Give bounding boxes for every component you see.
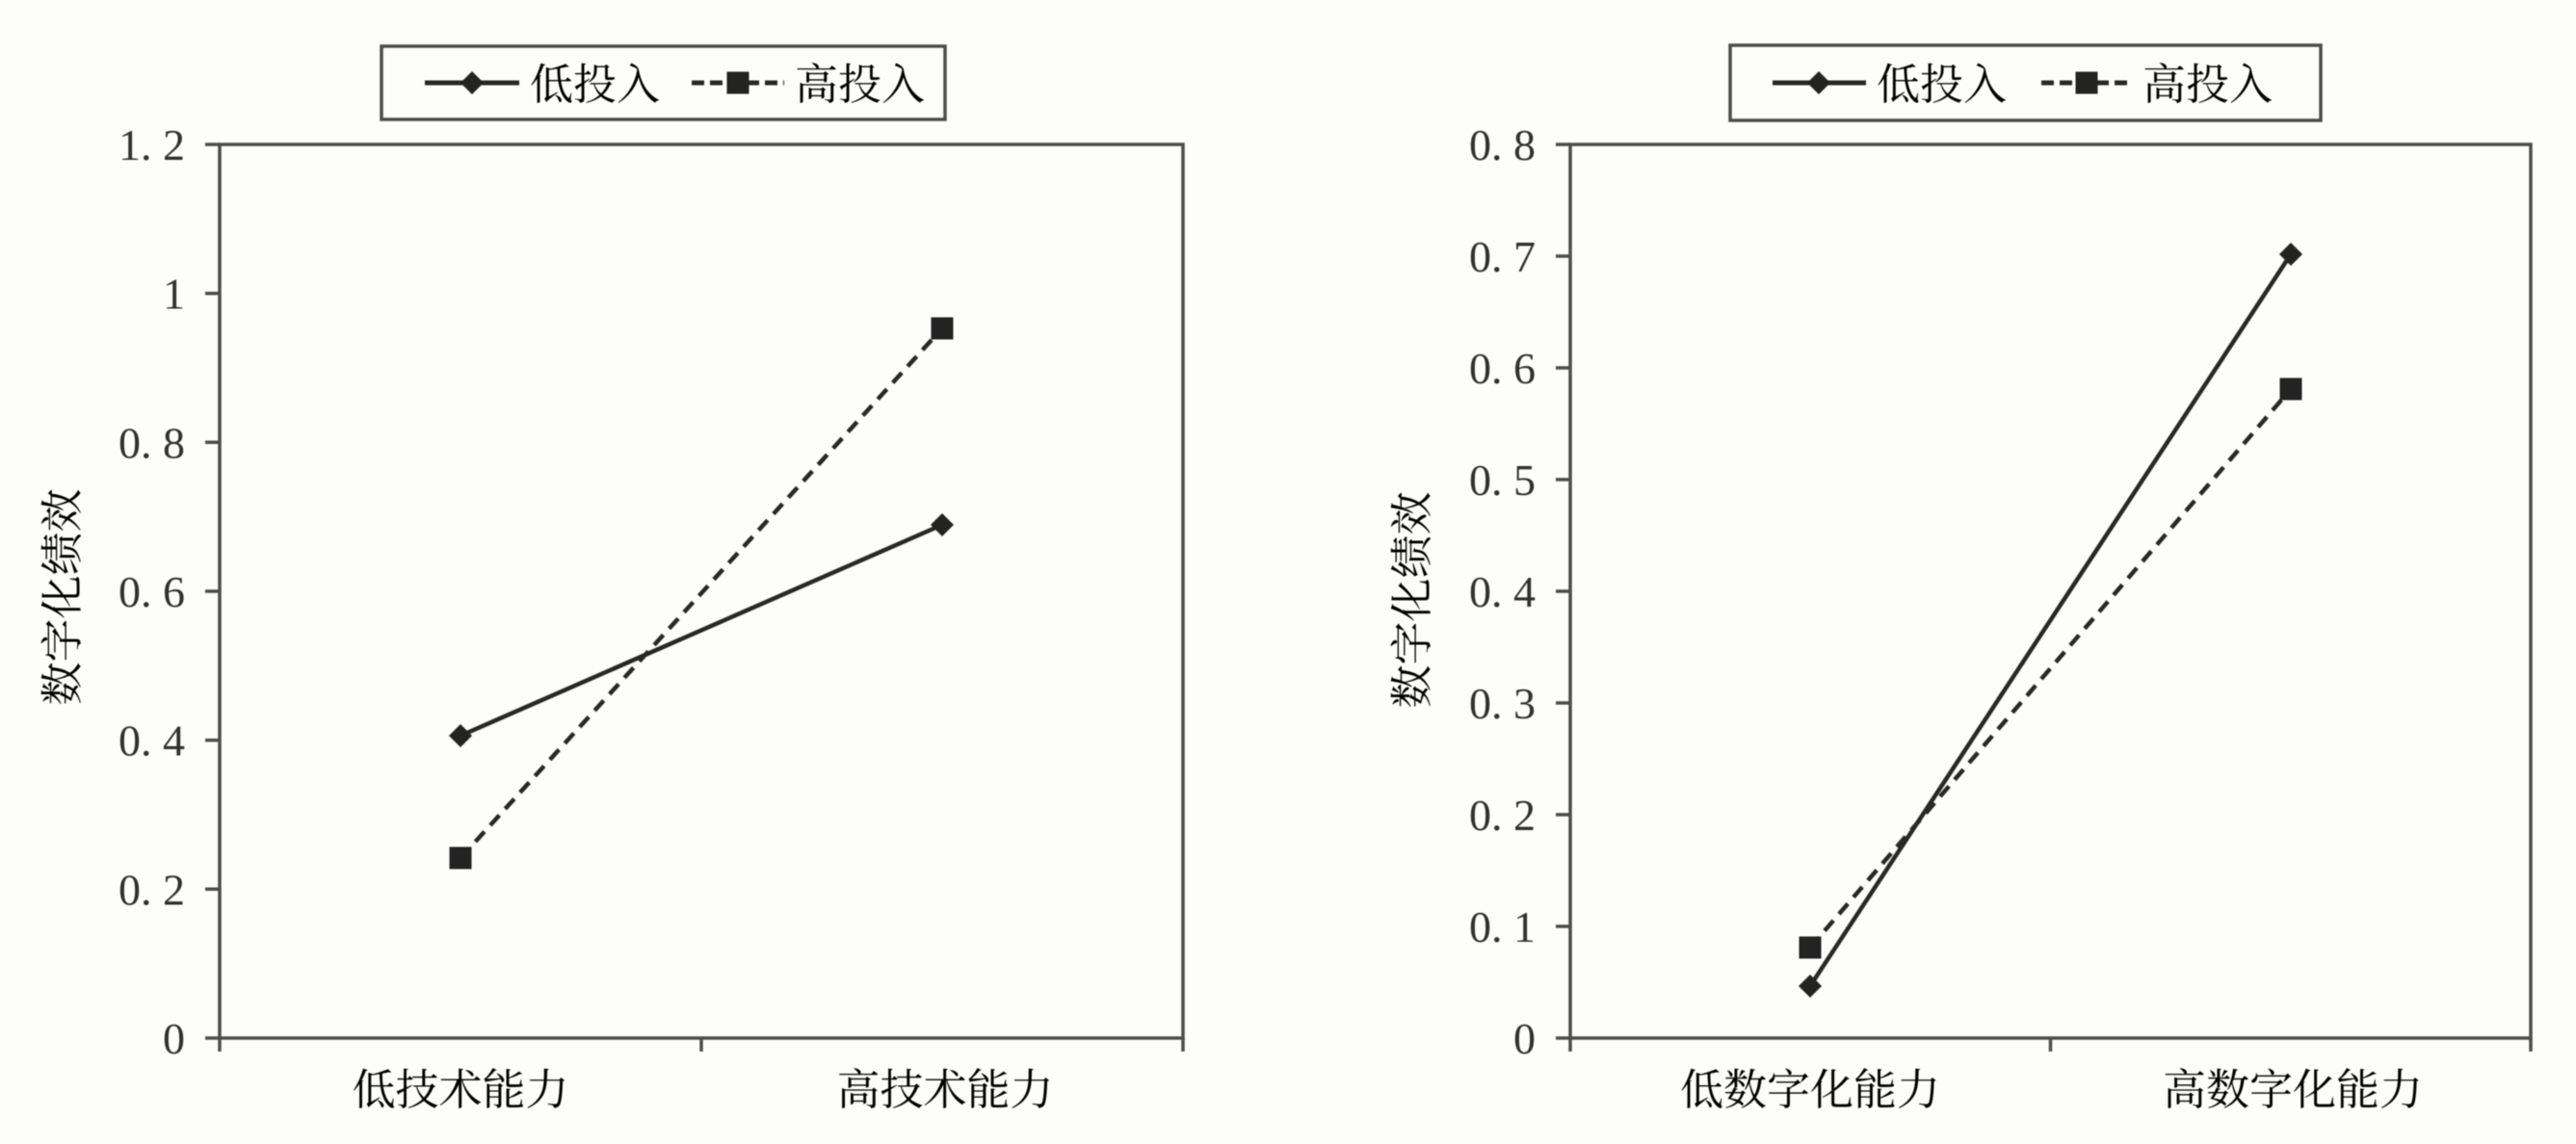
svg-text:0. 7: 0. 7 (1469, 232, 1536, 281)
svg-text:0. 1: 0. 1 (1469, 902, 1536, 951)
svg-text:0. 3: 0. 3 (1469, 679, 1536, 728)
svg-text:0. 6: 0. 6 (1469, 344, 1536, 393)
svg-text:0. 2: 0. 2 (1469, 791, 1536, 840)
svg-text:0. 5: 0. 5 (1469, 455, 1536, 505)
svg-text:0: 0 (1513, 1014, 1536, 1063)
svg-text:0. 6: 0. 6 (118, 567, 185, 616)
svg-text:0. 4: 0. 4 (1469, 567, 1536, 616)
svg-text:0: 0 (163, 1014, 185, 1063)
svg-text:1. 2: 1. 2 (118, 120, 185, 169)
svg-text:0. 2: 0. 2 (118, 865, 185, 914)
svg-text:1: 1 (163, 270, 185, 319)
svg-text:0. 4: 0. 4 (118, 716, 185, 766)
svg-text:0. 8: 0. 8 (118, 418, 185, 467)
svg-text:0. 8: 0. 8 (1469, 120, 1536, 169)
